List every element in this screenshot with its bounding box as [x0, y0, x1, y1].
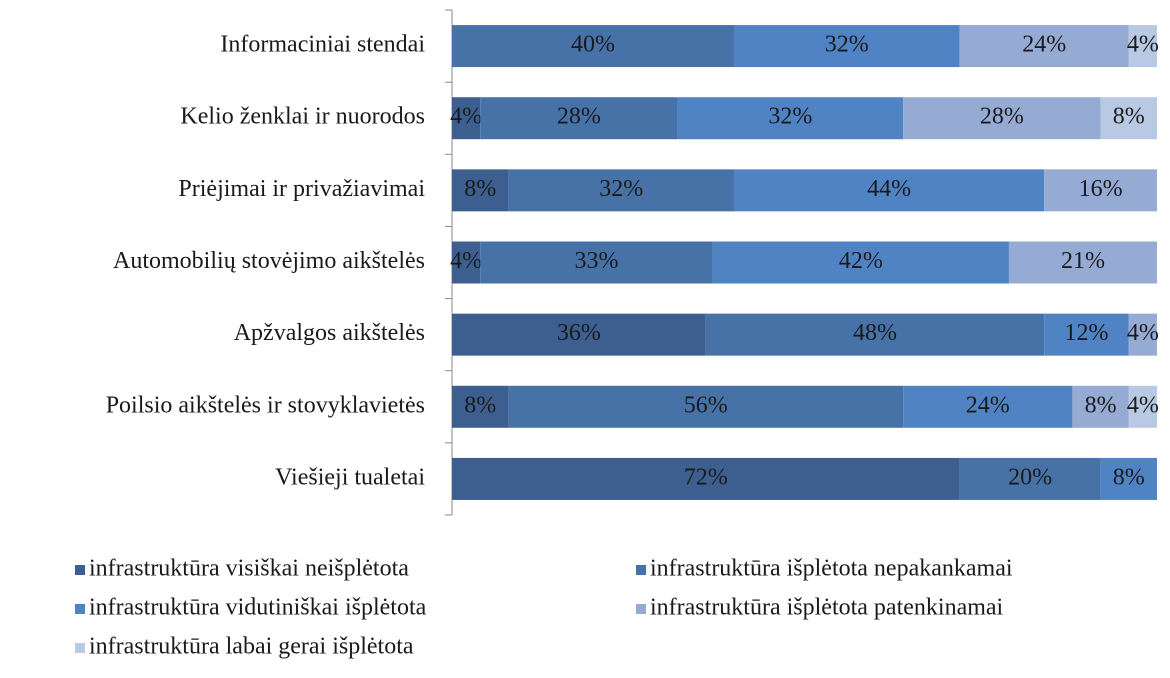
category-label: Automobilių stovėjimo aikštelės [113, 248, 425, 274]
bar-segment [712, 241, 1009, 284]
bar-segment [903, 97, 1101, 140]
bar-segment [1072, 385, 1129, 428]
value-label: 4% [1127, 392, 1159, 418]
value-label: 20% [1008, 464, 1052, 490]
legend-label: infrastruktūra labai gerai išplėtota [89, 634, 414, 660]
bar-segment [452, 385, 509, 428]
legend-swatch [636, 604, 646, 614]
value-label: 28% [557, 104, 601, 130]
legend-swatch [75, 565, 85, 575]
value-label: 8% [464, 392, 496, 418]
value-label: 8% [1085, 392, 1117, 418]
legend-label: infrastruktūra vidutiniškai išplėtota [89, 595, 427, 621]
value-label: 4% [450, 104, 482, 130]
bar-segment [452, 25, 734, 68]
legend-swatch [636, 565, 646, 575]
value-label: 4% [1127, 32, 1159, 58]
bar-segment [1128, 385, 1157, 428]
bar-segment [959, 457, 1101, 500]
value-label: 36% [557, 320, 601, 346]
value-label: 8% [1113, 104, 1145, 130]
value-label: 42% [839, 248, 883, 274]
bar-segment [452, 313, 706, 356]
bar-segment [1128, 313, 1157, 356]
value-label: 12% [1065, 320, 1109, 346]
value-label: 28% [980, 104, 1024, 130]
value-label: 32% [768, 104, 812, 130]
value-label: 16% [1079, 176, 1123, 202]
bar-segment [452, 457, 960, 500]
bar-segment [1008, 241, 1157, 284]
category-label: Priėjimai ir privažiavimai [178, 176, 425, 202]
value-label: 56% [684, 392, 728, 418]
category-label: Kelio ženklai ir nuorodos [180, 104, 425, 130]
bar-segment [959, 25, 1129, 68]
legend-swatch [75, 643, 85, 653]
bar-segment [1044, 313, 1129, 356]
value-label: 4% [450, 248, 482, 274]
bar-segment [508, 385, 904, 428]
value-label: 33% [575, 248, 619, 274]
value-label: 8% [464, 176, 496, 202]
bar-segment [1100, 457, 1157, 500]
value-label: 72% [684, 464, 728, 490]
bar-segment [705, 313, 1045, 356]
bar-segment [734, 25, 960, 68]
legend-label: infrastruktūra išplėtota patenkinamai [650, 595, 1004, 621]
value-label: 48% [853, 320, 897, 346]
value-label: 8% [1113, 464, 1145, 490]
bar-segment [480, 97, 678, 140]
legend-label: infrastruktūra išplėtota nepakankamai [650, 556, 1013, 582]
value-label: 24% [1022, 32, 1066, 58]
value-label: 21% [1061, 248, 1105, 274]
bar-segment [677, 97, 904, 140]
bar-segment [734, 169, 1045, 212]
bar-segment [452, 97, 481, 140]
legend-swatch [75, 604, 85, 614]
bar-segment [452, 169, 509, 212]
bar-segment [1128, 25, 1157, 68]
legend-label: infrastruktūra visiškai neišplėtota [89, 556, 409, 582]
value-label: 44% [867, 176, 911, 202]
category-label: Poilsio aikštelės ir stovyklavietės [106, 392, 425, 418]
category-label: Informaciniai stendai [220, 32, 425, 58]
category-label: Viešieji tualetai [275, 464, 425, 490]
value-label: 4% [1127, 320, 1159, 346]
bar-segment [452, 241, 481, 284]
value-label: 32% [825, 32, 869, 58]
category-label: Apžvalgos aikštelės [234, 320, 425, 346]
bar-segment [1100, 97, 1157, 140]
bar-segment [1044, 169, 1157, 212]
bar-segment [903, 385, 1073, 428]
value-label: 24% [966, 392, 1010, 418]
bar-segment [508, 169, 734, 212]
bar-segment [480, 241, 713, 284]
value-label: 32% [599, 176, 643, 202]
value-label: 40% [571, 32, 615, 58]
